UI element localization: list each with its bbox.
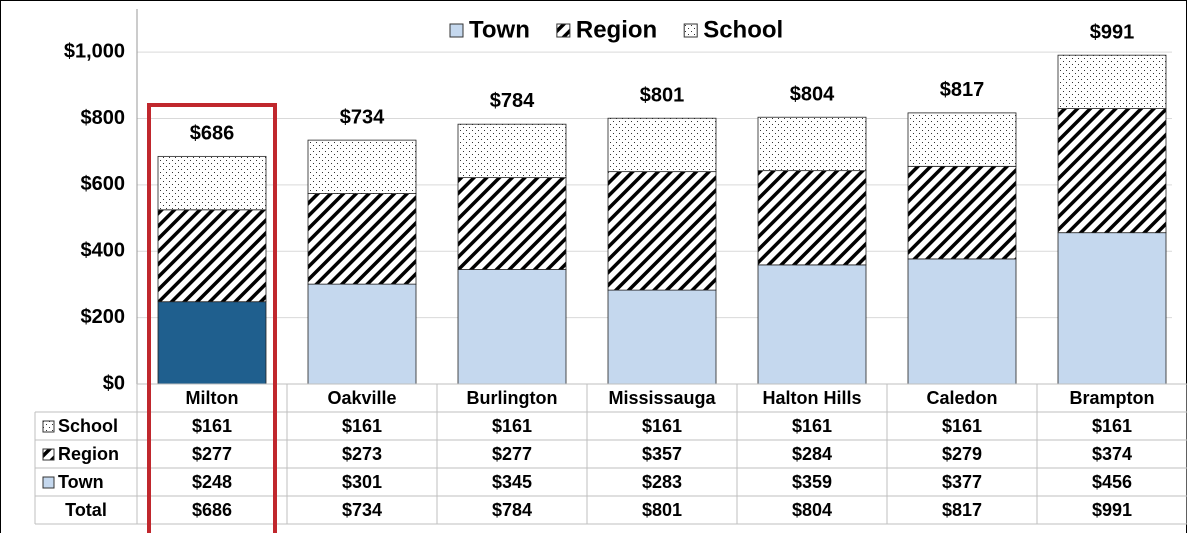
- total-label: $784: [490, 90, 535, 112]
- bar-segment: [607, 117, 717, 173]
- table-cell: $801: [642, 500, 682, 520]
- total-label: $991: [1090, 21, 1135, 43]
- table-cell: $161: [192, 416, 232, 436]
- row-label: Town: [58, 472, 104, 492]
- bar-segment: [157, 301, 267, 385]
- bar-segment: [1057, 54, 1167, 109]
- legend-label: School: [703, 16, 783, 43]
- bar-segment: [607, 289, 717, 385]
- x-tick-label: Milton: [186, 388, 239, 408]
- bar-segment: [157, 155, 267, 211]
- x-tick-label: Halton Hills: [762, 388, 861, 408]
- table-cell: $804: [792, 500, 832, 520]
- table-cell: $345: [492, 472, 532, 492]
- highlight-outline: [147, 103, 277, 533]
- y-tick-label: $800: [81, 107, 126, 129]
- x-tick-label: Brampton: [1070, 388, 1155, 408]
- table-cell: $784: [492, 500, 532, 520]
- bar-segment: [307, 283, 417, 385]
- row-label: School: [58, 416, 118, 436]
- table-cell: $277: [192, 444, 232, 464]
- table-cell: $161: [642, 416, 682, 436]
- table-cell: $991: [1092, 500, 1132, 520]
- legend-swatch: [449, 23, 464, 38]
- bar-segment: [1057, 108, 1167, 234]
- bar-segment: [757, 170, 867, 266]
- y-tick-label: $0: [103, 372, 125, 394]
- bar-segment: [157, 209, 267, 303]
- table-legend-swatch: [42, 448, 55, 461]
- table-cell: $359: [792, 472, 832, 492]
- legend-swatch: [556, 23, 571, 38]
- bar-segment: [1057, 232, 1167, 385]
- y-tick-label: $1,000: [64, 40, 125, 62]
- total-label: $801: [640, 84, 685, 106]
- bar-segment: [907, 112, 1017, 167]
- table-legend-swatch: [42, 476, 55, 489]
- table-cell: $301: [342, 472, 382, 492]
- table-cell: $161: [942, 416, 982, 436]
- table-cell: $277: [492, 444, 532, 464]
- table-cell: $734: [342, 500, 382, 520]
- legend-swatch: [683, 23, 698, 38]
- table-cell: $161: [1092, 416, 1132, 436]
- y-tick-label: $600: [81, 173, 126, 195]
- row-label: Region: [58, 444, 119, 464]
- table-cell: $283: [642, 472, 682, 492]
- table-cell: $248: [192, 472, 232, 492]
- x-tick-label: Burlington: [467, 388, 558, 408]
- bar-segment: [757, 264, 867, 385]
- table-cell: $161: [792, 416, 832, 436]
- total-label: $686: [190, 123, 235, 145]
- total-label: $804: [790, 83, 835, 105]
- table-legend-swatch: [42, 420, 55, 433]
- y-tick-label: $400: [81, 240, 126, 262]
- total-label: $734: [340, 107, 385, 129]
- total-label: $817: [940, 79, 985, 101]
- table-cell: $686: [192, 500, 232, 520]
- table-cell: $161: [342, 416, 382, 436]
- table-cell: $161: [492, 416, 532, 436]
- row-label: Total: [65, 500, 107, 520]
- bar-segment: [307, 139, 417, 194]
- x-tick-label: Oakville: [327, 388, 396, 408]
- table-cell: $377: [942, 472, 982, 492]
- table-cell: $279: [942, 444, 982, 464]
- table-cell: $284: [792, 444, 832, 464]
- bar-segment: [607, 171, 717, 291]
- table-cell: $817: [942, 500, 982, 520]
- table-cell: $273: [342, 444, 382, 464]
- y-tick-label: $200: [81, 306, 126, 328]
- legend-label: Town: [469, 16, 530, 43]
- bar-segment: [457, 269, 567, 385]
- table-cell: $357: [642, 444, 682, 464]
- bar-segment: [907, 258, 1017, 385]
- bar-segment: [757, 116, 867, 172]
- bar-segment: [307, 193, 417, 285]
- table-cell: $456: [1092, 472, 1132, 492]
- bar-segment: [457, 177, 567, 270]
- bar-segment: [907, 165, 1017, 260]
- table-cell: $374: [1092, 444, 1132, 464]
- legend-label: Region: [576, 16, 657, 43]
- x-tick-label: Mississauga: [608, 388, 716, 408]
- x-tick-label: Caledon: [926, 388, 997, 408]
- bar-segment: [457, 123, 567, 179]
